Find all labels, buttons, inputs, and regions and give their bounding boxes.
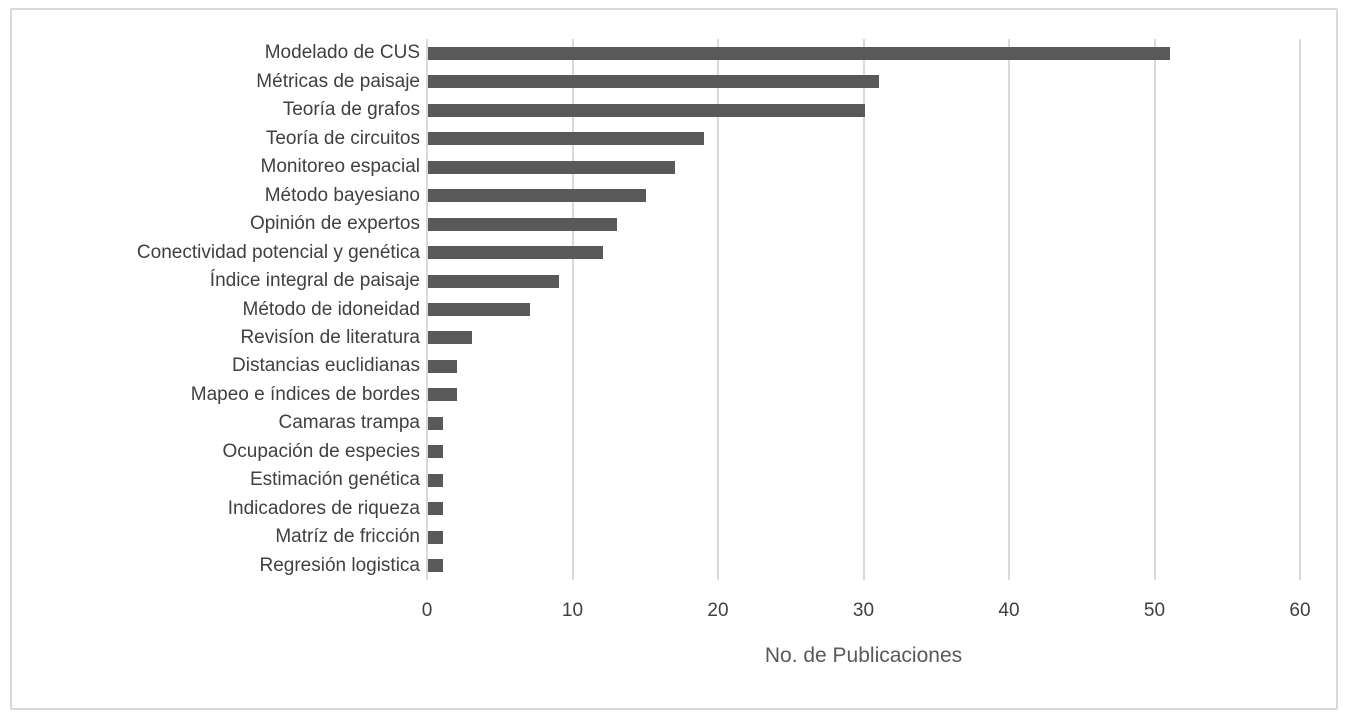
category-label: Teoría de grafos <box>282 99 420 121</box>
gridline <box>1299 39 1301 580</box>
category-label: Teoría de circuitos <box>265 127 420 149</box>
bar <box>428 160 676 174</box>
category-label: Método bayesiano <box>264 184 420 206</box>
bar <box>428 559 443 573</box>
bar <box>428 388 458 402</box>
x-tick-label: 60 <box>1289 600 1311 621</box>
x-tick-label: 40 <box>998 600 1020 621</box>
bar <box>428 359 458 373</box>
category-label: Mapeo e índices de bordes <box>190 383 420 405</box>
bar <box>428 530 443 544</box>
bar <box>428 331 472 345</box>
gridline <box>862 39 865 580</box>
x-tick-label: 30 <box>852 600 875 621</box>
category-label: Opinión de expertos <box>249 213 420 235</box>
gridline <box>717 39 719 580</box>
category-label: Regresión logistica <box>259 554 420 576</box>
category-label: Método de idoneidad <box>242 298 420 320</box>
bar <box>428 502 443 516</box>
x-axis-title: No. de Publicaciones <box>764 644 963 667</box>
category-label: Índice integral de paisaje <box>209 270 420 292</box>
x-tick-label: 20 <box>707 600 729 621</box>
category-label: Conectividad potencial y genética <box>136 241 420 263</box>
category-label: Monitoreo espacial <box>260 156 420 178</box>
category-label: Distancias euclidianas <box>232 355 420 377</box>
category-label: Modelado de CUS <box>264 42 420 64</box>
bar <box>428 416 443 430</box>
bar <box>428 303 530 316</box>
bar <box>428 46 1171 60</box>
category-label: Matríz de fricción <box>275 526 420 548</box>
bar <box>428 189 647 203</box>
gridline <box>571 39 574 580</box>
category-label: Indicadores de riqueza <box>227 497 420 519</box>
bar <box>428 217 618 231</box>
bar <box>428 103 865 117</box>
bar <box>428 132 705 146</box>
bar <box>428 274 559 288</box>
gridline <box>1153 39 1156 580</box>
category-label: Ocupación de especies <box>222 440 420 462</box>
bar <box>428 473 443 487</box>
category-label: Estimación genética <box>249 469 420 491</box>
bar <box>428 246 603 260</box>
gridline <box>1008 39 1010 580</box>
bar <box>428 75 880 89</box>
x-tick-label: 0 <box>421 600 433 621</box>
x-tick-label: 50 <box>1143 600 1166 621</box>
bar <box>428 445 443 459</box>
category-label: Camaras trampa <box>278 412 421 434</box>
x-tick-label: 10 <box>561 600 584 621</box>
category-label: Métricas de paisaje <box>256 70 420 92</box>
category-label: Revisíon de literatura <box>240 326 420 348</box>
